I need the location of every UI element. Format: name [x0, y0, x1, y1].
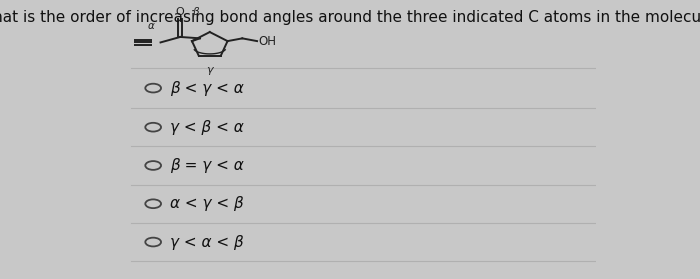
Text: γ < α < β: γ < α < β	[170, 235, 244, 249]
Text: O: O	[176, 7, 185, 17]
Text: γ < β < α: γ < β < α	[170, 120, 244, 135]
Text: α: α	[147, 21, 154, 32]
Text: What is the order of increasing bond angles around the three indicated C atoms i: What is the order of increasing bond ang…	[0, 9, 700, 25]
Text: β = γ < α: β = γ < α	[170, 158, 244, 173]
Text: β: β	[192, 7, 198, 17]
Text: α < γ < β: α < γ < β	[170, 196, 244, 211]
Text: OH: OH	[258, 35, 276, 48]
Text: γ: γ	[206, 65, 213, 75]
Text: β < γ < α: β < γ < α	[170, 81, 244, 96]
